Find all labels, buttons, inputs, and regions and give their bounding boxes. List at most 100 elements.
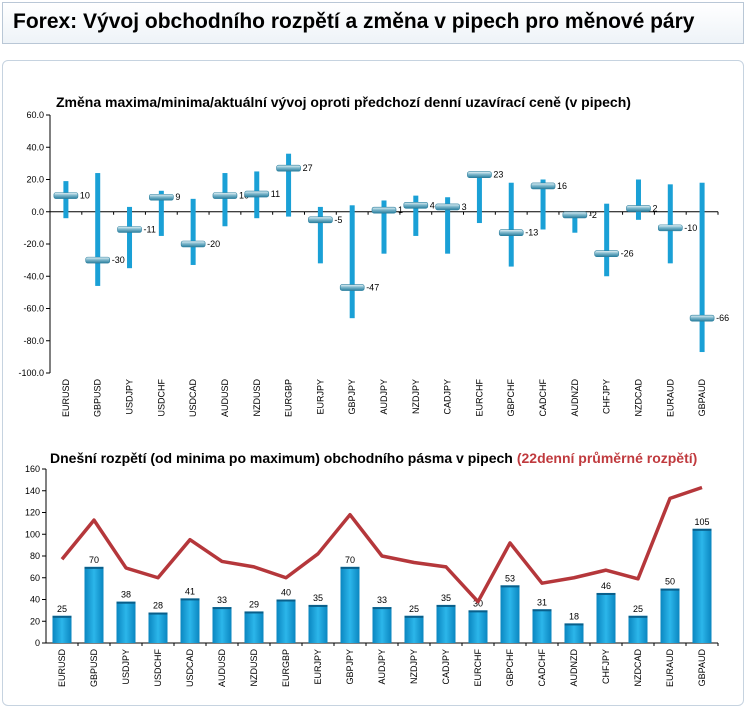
chart2-category-label: EURAUD <box>665 649 675 688</box>
range-bar <box>532 609 552 643</box>
current-marker <box>562 211 588 219</box>
chart2-value-label: 18 <box>569 611 579 621</box>
range-bar-top <box>500 585 520 588</box>
chart2-value-label: 70 <box>89 555 99 565</box>
chart1-y-tick-label: -60.0 <box>23 304 44 314</box>
chart2-title-highlight: (22denní průměrné rozpětí) <box>517 450 697 466</box>
range-bar <box>635 179 641 220</box>
chart2-y-tick-label: 120 <box>25 508 40 518</box>
chart1-category-label: CADJPY <box>443 379 453 415</box>
range-bar <box>604 203 610 277</box>
chart1-category-label: EURAUD <box>665 379 675 418</box>
chart2-y-tick-label: 100 <box>25 529 40 539</box>
chart2-value-label: 38 <box>121 590 131 600</box>
range-bar <box>84 566 104 643</box>
current-marker <box>657 224 683 232</box>
chart1-title: Změna maxima/minima/aktuální vývoj oprot… <box>56 94 631 110</box>
range-bar <box>244 611 264 643</box>
chart1-y-tick-label: 0.0 <box>31 207 44 217</box>
range-bar <box>667 184 673 264</box>
chart1-y-tick-label: -40.0 <box>23 271 44 281</box>
chart1-value-label: 2 <box>652 204 657 214</box>
range-bar <box>596 592 616 643</box>
chart-panel <box>2 60 744 706</box>
chart2-title: Dnešní rozpětí (od minima po maximum) ob… <box>50 450 697 466</box>
chart1-value-label: 11 <box>271 189 280 199</box>
current-marker <box>371 206 397 214</box>
range-bar-top <box>148 612 168 615</box>
range-bar <box>349 205 355 319</box>
range-bar <box>660 588 680 643</box>
chart2-category-label: EURCHF <box>473 648 483 686</box>
chart2-y-tick-label: 0 <box>35 638 40 648</box>
chart1-category-label: USDCHF <box>156 378 166 416</box>
range-bar-top <box>180 598 200 601</box>
chart1-category-label: AUDUSD <box>220 379 230 418</box>
range-bar <box>699 182 705 353</box>
chart2-value-label: 29 <box>249 599 259 609</box>
range-bar <box>572 211 578 233</box>
chart2-category-label: EURGBP <box>281 649 291 687</box>
chart1-value-label: -13 <box>525 228 538 238</box>
chart1-value-label: 1 <box>398 205 403 215</box>
range-bar-top <box>596 592 616 595</box>
chart2-category-label: EURUSD <box>57 649 67 688</box>
range-bar <box>476 173 482 224</box>
current-marker <box>498 229 524 237</box>
chart2-value-label: 40 <box>281 588 291 598</box>
range-bar <box>180 598 200 643</box>
range-bar <box>413 195 419 236</box>
page-title: Forex: Vývoj obchodního rozpětí a změna … <box>13 10 695 33</box>
chart2-value-label: 46 <box>601 581 611 591</box>
current-marker <box>435 203 460 211</box>
chart1-category-label: EURUSD <box>61 379 71 418</box>
range-bar <box>404 615 424 643</box>
chart1-category-label: AUDJPY <box>379 379 389 415</box>
chart2-category-label: EURJPY <box>313 649 323 685</box>
chart2-value-label: 105 <box>694 517 709 527</box>
range-bar <box>127 206 133 269</box>
range-bar-top <box>628 615 648 618</box>
chart2-y-tick-label: 20 <box>30 616 40 626</box>
chart2-category-label: AUDUSD <box>217 649 227 688</box>
range-bar <box>212 607 232 643</box>
chart2-category-label: NZDUSD <box>249 649 259 687</box>
range-bar-top <box>532 609 552 612</box>
chart2-y-tick-label: 60 <box>30 573 40 583</box>
range-bar-top <box>212 607 232 610</box>
chart2-y-tick-label: 160 <box>25 464 40 474</box>
chart1-value-label: 10 <box>80 191 90 201</box>
chart2-value-label: 33 <box>217 595 227 605</box>
range-bar-top <box>244 611 264 614</box>
chart2-category-label: NZDJPY <box>409 649 419 684</box>
current-marker <box>276 164 301 172</box>
chart2-category-label: CADCHF <box>537 648 547 686</box>
chart1-category-label: CHFJPY <box>602 379 612 414</box>
chart1-category-label: USDCAD <box>188 379 198 418</box>
chart1-value-label: 10 <box>239 191 249 201</box>
current-marker <box>467 171 492 178</box>
range-bar-top <box>84 566 104 569</box>
range-bar-top <box>404 615 424 618</box>
chart2-y-tick-label: 140 <box>25 486 40 496</box>
range-bar <box>692 528 712 643</box>
chart1-category-label: GBPJPY <box>347 379 357 415</box>
chart2-category-label: USDCAD <box>185 649 195 688</box>
chart2-value-label: 31 <box>537 597 547 607</box>
range-bar-top <box>116 601 136 604</box>
chart2-category-label: USDCHF <box>153 648 163 686</box>
chart1-value-label: -20 <box>207 239 220 249</box>
chart1-category-label: EURCHF <box>474 378 484 416</box>
current-marker <box>85 256 111 264</box>
current-marker <box>689 314 715 322</box>
current-marker <box>53 192 79 199</box>
range-bar-top <box>340 566 360 569</box>
chart2-value-label: 28 <box>153 601 163 611</box>
current-marker <box>149 193 174 201</box>
chart2-category-label: AUDNZD <box>569 649 579 687</box>
chart1-value-label: 16 <box>557 181 567 191</box>
chart2-value-label: 70 <box>345 555 355 565</box>
chart2-value-label: 33 <box>377 595 387 605</box>
range-bar-top <box>564 623 584 626</box>
range-bar <box>508 182 514 267</box>
